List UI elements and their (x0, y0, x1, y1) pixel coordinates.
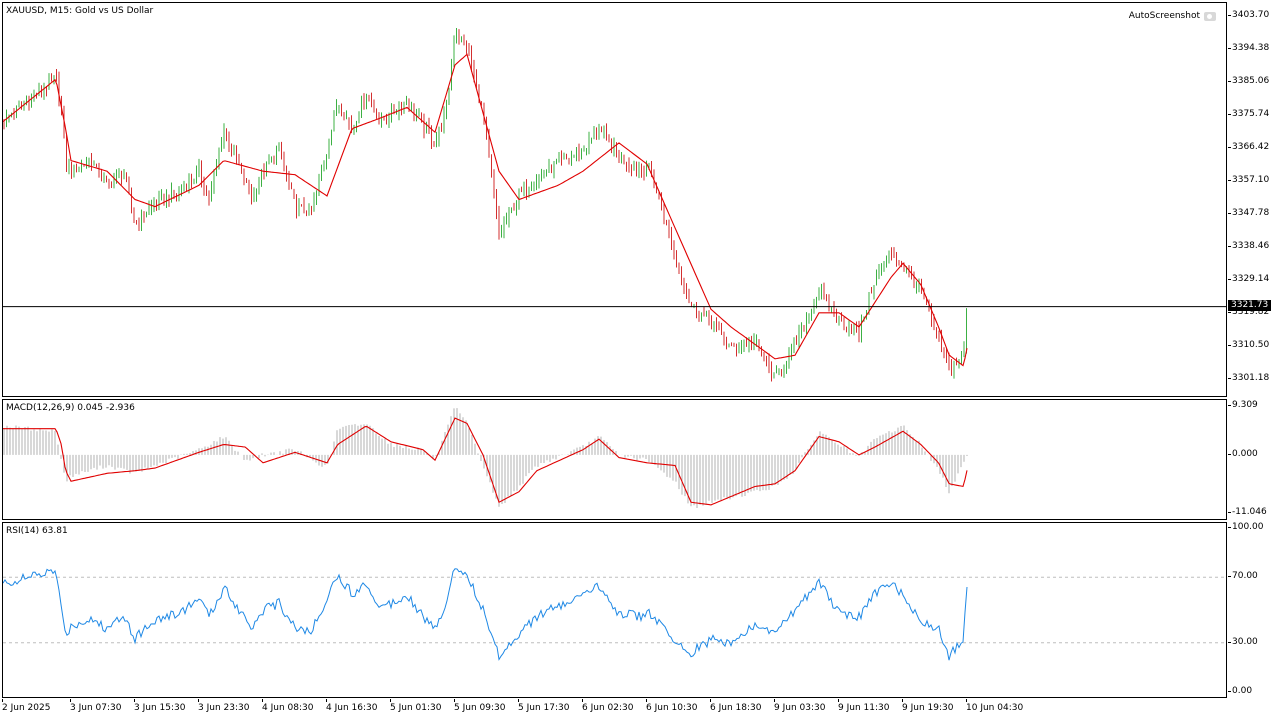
rsi-tick-label: 0.00 (1227, 686, 1253, 696)
rsi-panel[interactable]: RSI(14) 63.81 (2, 522, 1227, 698)
price-chart-svg (3, 28, 1226, 382)
price-tick-label: 3366.42 (1227, 142, 1270, 153)
moving-average-line (3, 53, 968, 367)
time-tick-label: 2 Jun 2025 (2, 699, 51, 713)
time-tick-label: 10 Jun 04:30 (966, 699, 1024, 713)
time-tick-label: 6 Jun 18:30 (710, 699, 762, 713)
time-tick-label: 5 Jun 01:30 (390, 699, 442, 713)
time-axis: 2 Jun 2025 3 Jun 07:30 3 Jun 15:30 3 Jun 23… (0, 699, 1280, 720)
time-tick-label: 5 Jun 17:30 (518, 699, 570, 713)
price-tick-label: 3319.82 (1227, 307, 1270, 318)
time-tick-label: 3 Jun 15:30 (134, 699, 186, 713)
time-tick-label: 9 Jun 11:30 (838, 699, 890, 713)
current-price-tag: 3321.73 (1228, 299, 1272, 311)
price-tick-label: 3403.70 (1227, 10, 1270, 21)
price-tick-label: 3301.18 (1227, 373, 1270, 384)
price-tick-label: 3385.06 (1227, 76, 1270, 87)
price-tick-label: 3338.46 (1227, 241, 1270, 252)
price-tick-label: 3394.38 (1227, 43, 1270, 54)
time-tick-label: 3 Jun 07:30 (70, 699, 122, 713)
rsi-axis: 100.00 70.00 30.00 0.00 (1227, 522, 1280, 698)
time-tick-label: 6 Jun 02:30 (582, 699, 634, 713)
price-tick-label: 3347.78 (1227, 208, 1270, 219)
macd-histogram (3, 408, 968, 509)
macd-panel[interactable]: MACD(12,26,9) 0.045 -2.936 (2, 399, 1227, 520)
autoscreenshot-badge: AutoScreenshot (1129, 11, 1216, 21)
price-chart-panel[interactable]: XAUUSD, M15: Gold vs US Dollar AutoScree… (2, 2, 1227, 397)
rsi-tick-label: 30.00 (1228, 636, 1258, 647)
price-tick-label: 3329.14 (1227, 274, 1270, 285)
symbol-label: XAUUSD, M15: Gold vs US Dollar (6, 6, 154, 16)
rsi-tick-label: 70.00 (1228, 571, 1258, 582)
rsi-svg (3, 568, 1226, 661)
macd-label: MACD(12,26,9) 0.045 -2.936 (6, 403, 135, 413)
price-tick-label: 3375.74 (1227, 109, 1270, 120)
price-tick-label: 3357.10 (1227, 175, 1270, 186)
candles (3, 28, 967, 382)
camera-icon (1204, 11, 1216, 21)
price-tick-label: 3310.50 (1227, 340, 1270, 351)
time-tick-label: 4 Jun 08:30 (262, 699, 314, 713)
macd-tick-label: -11.046 (1228, 507, 1267, 517)
rsi-line (3, 568, 968, 661)
time-tick-label: 9 Jun 19:30 (902, 699, 954, 713)
time-tick-label: 6 Jun 10:30 (646, 699, 698, 713)
macd-svg (3, 408, 968, 509)
time-tick-label: 4 Jun 16:30 (326, 699, 378, 713)
price-axis: 3403.70 3394.38 3385.06 3375.74 3366.42 3357.… (1227, 2, 1280, 397)
macd-tick-label: 9.309 (1228, 400, 1258, 410)
time-tick-label: 9 Jun 03:30 (774, 699, 826, 713)
macd-signal-line (3, 417, 968, 506)
macd-tick-label: 0.000 (1228, 448, 1258, 459)
time-tick-label: 3 Jun 23:30 (198, 699, 250, 713)
rsi-tick-label: 100.00 (1228, 522, 1264, 532)
time-tick-label: 5 Jun 09:30 (454, 699, 506, 713)
macd-axis: 9.309 0.000 -11.046 (1228, 399, 1280, 520)
rsi-label: RSI(14) 63.81 (6, 526, 68, 536)
autoscreenshot-label: AutoScreenshot (1128, 11, 1200, 21)
